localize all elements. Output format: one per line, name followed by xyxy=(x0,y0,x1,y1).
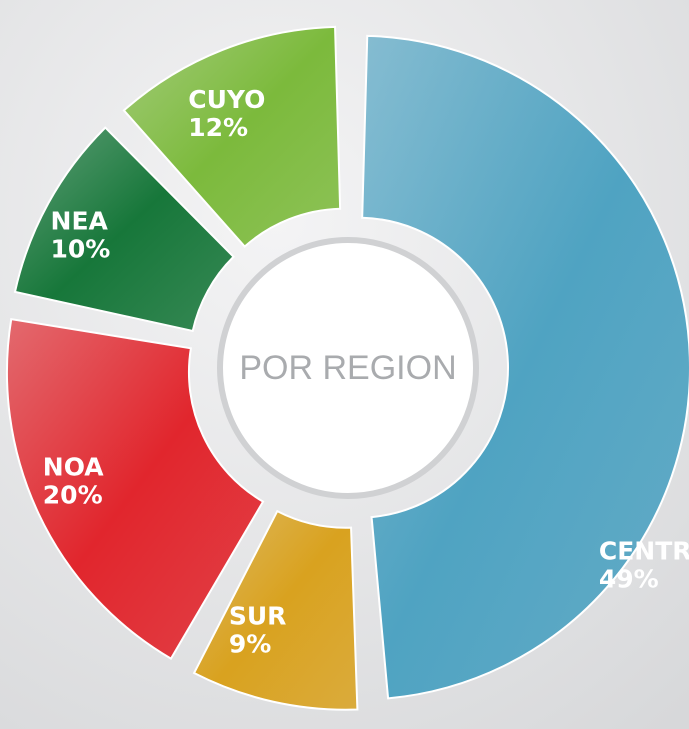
segment-value: 10% xyxy=(51,234,111,263)
segment-value: 20% xyxy=(43,480,103,509)
segment-name: CENTRO xyxy=(599,536,689,565)
segment-name: NOA xyxy=(43,452,105,481)
donut-segment xyxy=(6,318,265,660)
segment-name: CUYO xyxy=(188,85,265,114)
segment-group: CENTRO49% xyxy=(361,34,689,700)
segment-value: 12% xyxy=(188,113,248,142)
segment-name: NEA xyxy=(51,206,109,235)
donut-segment xyxy=(192,509,359,711)
segment-value: 49% xyxy=(599,564,659,593)
donut-segment xyxy=(122,25,342,248)
center-label: POR REGION xyxy=(239,349,456,387)
segment-name: SUR xyxy=(229,601,287,630)
center-disc xyxy=(217,237,479,499)
donut-segment xyxy=(13,126,235,333)
donut-segment xyxy=(361,34,689,700)
segment-value: 9% xyxy=(229,629,271,658)
